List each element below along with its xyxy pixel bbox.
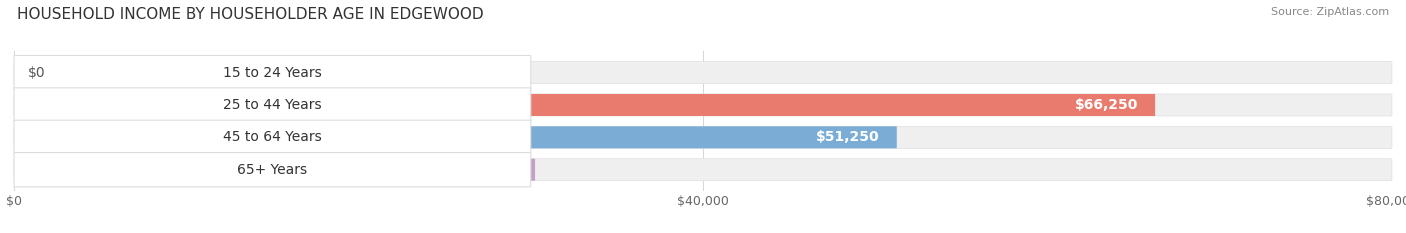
Text: $30,250: $30,250 <box>454 163 517 177</box>
Text: HOUSEHOLD INCOME BY HOUSEHOLDER AGE IN EDGEWOOD: HOUSEHOLD INCOME BY HOUSEHOLDER AGE IN E… <box>17 7 484 22</box>
Text: 65+ Years: 65+ Years <box>238 163 308 177</box>
FancyBboxPatch shape <box>14 94 1156 116</box>
FancyBboxPatch shape <box>14 159 536 181</box>
Text: 25 to 44 Years: 25 to 44 Years <box>224 98 322 112</box>
FancyBboxPatch shape <box>14 159 1392 181</box>
FancyBboxPatch shape <box>14 153 531 187</box>
Text: $66,250: $66,250 <box>1074 98 1137 112</box>
Text: Source: ZipAtlas.com: Source: ZipAtlas.com <box>1271 7 1389 17</box>
FancyBboxPatch shape <box>14 88 531 122</box>
Text: $0: $0 <box>28 66 45 80</box>
FancyBboxPatch shape <box>14 94 1392 116</box>
FancyBboxPatch shape <box>14 55 531 90</box>
FancyBboxPatch shape <box>14 62 1392 84</box>
FancyBboxPatch shape <box>14 126 1392 148</box>
FancyBboxPatch shape <box>14 120 531 154</box>
Text: 45 to 64 Years: 45 to 64 Years <box>224 130 322 144</box>
Text: 15 to 24 Years: 15 to 24 Years <box>224 66 322 80</box>
FancyBboxPatch shape <box>14 126 897 148</box>
Text: $51,250: $51,250 <box>815 130 880 144</box>
